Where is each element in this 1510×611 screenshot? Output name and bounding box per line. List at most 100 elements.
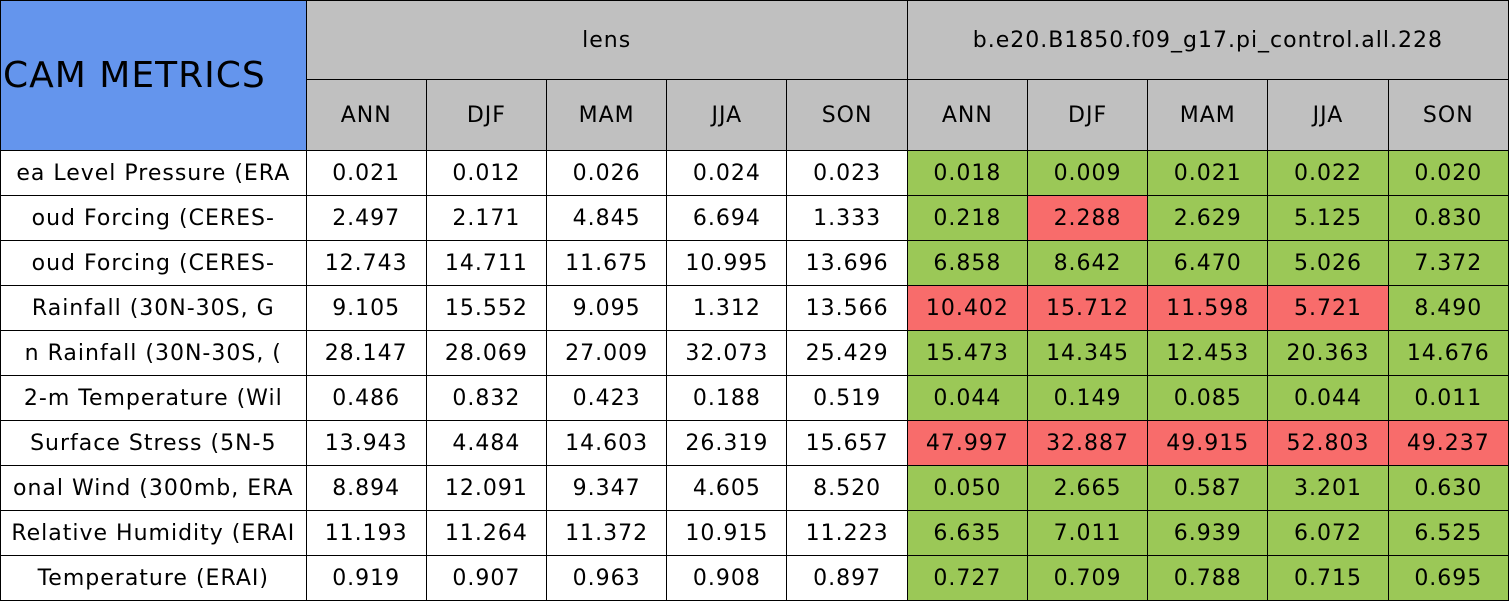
value-cell: 0.218	[906, 195, 1028, 241]
value-cell: 1.333	[786, 195, 908, 241]
value-cell: 5.125	[1267, 195, 1389, 241]
value-cell: 0.907	[425, 555, 548, 601]
value-cell: 13.943	[305, 420, 427, 466]
value-cell: 0.021	[1147, 150, 1269, 196]
row-label: ea Level Pressure (ERA	[0, 150, 307, 196]
row-label: n Rainfall (30N-30S, (	[0, 330, 307, 376]
value-cell: 49.237	[1387, 420, 1510, 466]
row-label: Rainfall (30N-30S, G	[0, 285, 307, 331]
value-cell: 2.629	[1147, 195, 1269, 241]
row-label: Relative Humidity (ERAI	[0, 510, 307, 556]
value-cell: 0.587	[1147, 465, 1269, 511]
value-cell: 0.044	[906, 375, 1028, 421]
value-cell: 0.832	[425, 375, 548, 421]
value-cell: 0.188	[666, 375, 788, 421]
season-header: ANN	[305, 79, 427, 151]
value-cell: 0.022	[1267, 150, 1389, 196]
value-cell: 0.011	[1387, 375, 1510, 421]
value-cell: 10.402	[906, 285, 1028, 331]
value-cell: 15.552	[425, 285, 548, 331]
value-cell: 0.023	[786, 150, 908, 196]
value-cell: 0.020	[1387, 150, 1510, 196]
value-cell: 11.223	[786, 510, 908, 556]
value-cell: 6.470	[1147, 240, 1269, 286]
value-cell: 0.050	[906, 465, 1028, 511]
data-row: Temperature (ERAI) 0.919 0.907 0.963 0.908 0.…	[0, 555, 1510, 601]
value-cell: 25.429	[786, 330, 908, 376]
value-cell: 14.676	[1387, 330, 1510, 376]
row-label: Temperature (ERAI)	[0, 555, 307, 601]
value-cell: 0.830	[1387, 195, 1510, 241]
group-header: lens	[305, 0, 908, 80]
value-cell: 28.147	[305, 330, 427, 376]
season-header: MAM	[546, 79, 668, 151]
value-cell: 0.727	[906, 555, 1028, 601]
value-cell: 2.288	[1026, 195, 1149, 241]
row-label: 2-m Temperature (Wil	[0, 375, 307, 421]
value-cell: 5.026	[1267, 240, 1389, 286]
row-label: oud Forcing (CERES-	[0, 195, 307, 241]
data-row: oud Forcing (CERES- 12.743 14.711 11.675 10.…	[0, 240, 1510, 286]
season-header: MAM	[1147, 79, 1269, 151]
value-cell: 11.675	[546, 240, 668, 286]
data-row: oud Forcing (CERES- 2.497 2.171 4.845 6.694 1…	[0, 195, 1510, 241]
value-cell: 12.453	[1147, 330, 1269, 376]
value-cell: 0.021	[305, 150, 427, 196]
value-cell: 0.085	[1147, 375, 1269, 421]
season-header: SON	[1387, 79, 1510, 151]
value-cell: 0.715	[1267, 555, 1389, 601]
value-cell: 8.642	[1026, 240, 1149, 286]
value-cell: 6.635	[906, 510, 1028, 556]
value-cell: 32.887	[1026, 420, 1149, 466]
value-cell: 15.712	[1026, 285, 1149, 331]
value-cell: 15.657	[786, 420, 908, 466]
value-cell: 6.525	[1387, 510, 1510, 556]
value-cell: 11.598	[1147, 285, 1269, 331]
row-label: onal Wind (300mb, ERA	[0, 465, 307, 511]
value-cell: 6.072	[1267, 510, 1389, 556]
value-cell: 8.894	[305, 465, 427, 511]
value-cell: 5.721	[1267, 285, 1389, 331]
value-cell: 49.915	[1147, 420, 1269, 466]
value-cell: 13.566	[786, 285, 908, 331]
data-row: Surface Stress (5N-5 13.943 4.484 14.603 26.…	[0, 420, 1510, 466]
data-row: Relative Humidity (ERAI 11.193 11.264 11.37…	[0, 510, 1510, 556]
value-cell: 3.201	[1267, 465, 1389, 511]
value-cell: 11.193	[305, 510, 427, 556]
value-cell: 4.484	[425, 420, 548, 466]
value-cell: 0.897	[786, 555, 908, 601]
value-cell: 0.486	[305, 375, 427, 421]
data-row: n Rainfall (30N-30S, (28.147 28.069 27.009…	[0, 330, 1510, 376]
value-cell: 0.149	[1026, 375, 1149, 421]
value-cell: 6.858	[906, 240, 1028, 286]
value-cell: 8.520	[786, 465, 908, 511]
value-cell: 7.372	[1387, 240, 1510, 286]
value-cell: 0.012	[425, 150, 548, 196]
value-cell: 12.743	[305, 240, 427, 286]
value-cell: 11.264	[425, 510, 548, 556]
value-cell: 0.963	[546, 555, 668, 601]
value-cell: 0.009	[1026, 150, 1149, 196]
season-header: DJF	[1026, 79, 1149, 151]
value-cell: 14.603	[546, 420, 668, 466]
value-cell: 6.694	[666, 195, 788, 241]
value-cell: 10.995	[666, 240, 788, 286]
value-cell: 4.845	[546, 195, 668, 241]
value-cell: 12.091	[425, 465, 548, 511]
value-cell: 9.105	[305, 285, 427, 331]
value-cell: 14.345	[1026, 330, 1149, 376]
season-header: JJA	[666, 79, 788, 151]
value-cell: 0.423	[546, 375, 668, 421]
season-header-row: ANN DJF MAM JJA SON ANN DJF MAM JJA SON	[1, 79, 1510, 151]
value-cell: 0.018	[906, 150, 1028, 196]
season-header: JJA	[1267, 79, 1389, 151]
value-cell: 2.665	[1026, 465, 1149, 511]
value-cell: 13.696	[786, 240, 908, 286]
value-cell: 0.908	[666, 555, 788, 601]
value-cell: 0.709	[1026, 555, 1149, 601]
value-cell: 52.803	[1267, 420, 1389, 466]
value-cell: 15.473	[906, 330, 1028, 376]
value-cell: 47.997	[906, 420, 1028, 466]
